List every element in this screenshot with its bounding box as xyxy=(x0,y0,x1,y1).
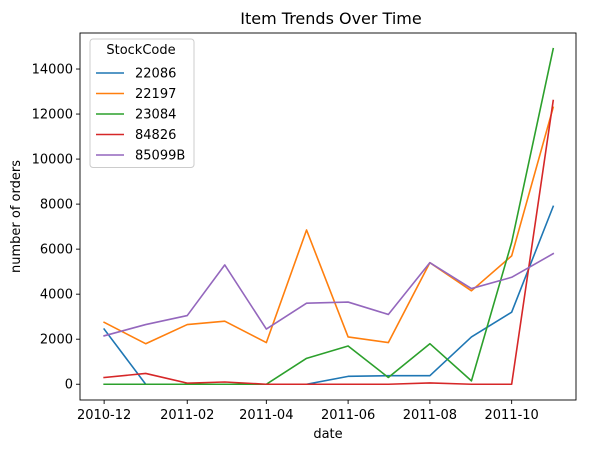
legend-label-84826: 84826 xyxy=(135,128,176,143)
y-tick-label: 0 xyxy=(65,378,73,393)
series-line-84826 xyxy=(103,99,555,386)
series-line-22197 xyxy=(103,106,555,345)
legend-items: 22086 22197 23084 84826 85099B xyxy=(96,67,185,164)
x-tick-label: 2011-02 xyxy=(160,408,214,423)
y-tick-label: 4000 xyxy=(40,288,73,303)
y-axis-label: number of orders xyxy=(9,160,24,273)
x-tick-label: 2010-12 xyxy=(77,408,131,423)
legend: StockCode 22086 22197 23084 84826 85099B xyxy=(89,38,195,168)
legend-label-22197: 22197 xyxy=(135,87,176,102)
chart-title: Item Trends Over Time xyxy=(240,9,421,28)
y-tick-label: 6000 xyxy=(40,243,73,258)
y-axis-ticks: 0 2000 4000 6000 8000 10000 12000 14000 xyxy=(32,63,80,393)
x-axis-ticks: 2010-12 2011-02 2011-04 2011-06 2011-08 2011-… xyxy=(77,400,539,423)
x-tick-label: 2011-10 xyxy=(484,408,538,423)
y-tick-label: 12000 xyxy=(32,108,73,123)
series-line-22086 xyxy=(103,205,555,386)
legend-title: StockCode xyxy=(106,43,175,58)
x-axis-label: date xyxy=(313,427,342,442)
series-line-85099B xyxy=(103,252,555,337)
x-tick-label: 2011-04 xyxy=(239,408,293,423)
legend-box xyxy=(89,38,195,168)
y-tick-label: 2000 xyxy=(40,333,73,348)
x-tick-label: 2011-08 xyxy=(403,408,457,423)
legend-label-23084: 23084 xyxy=(135,108,176,123)
series-lines xyxy=(103,47,555,386)
series-line-23084 xyxy=(103,47,555,386)
y-tick-label: 14000 xyxy=(32,63,73,78)
legend-label-85099B: 85099B xyxy=(135,149,185,164)
axes-frame xyxy=(79,32,577,401)
y-tick-label: 10000 xyxy=(32,153,73,168)
y-tick-label: 8000 xyxy=(40,198,73,213)
x-tick-label: 2011-06 xyxy=(321,408,375,423)
legend-label-22086: 22086 xyxy=(135,67,176,82)
